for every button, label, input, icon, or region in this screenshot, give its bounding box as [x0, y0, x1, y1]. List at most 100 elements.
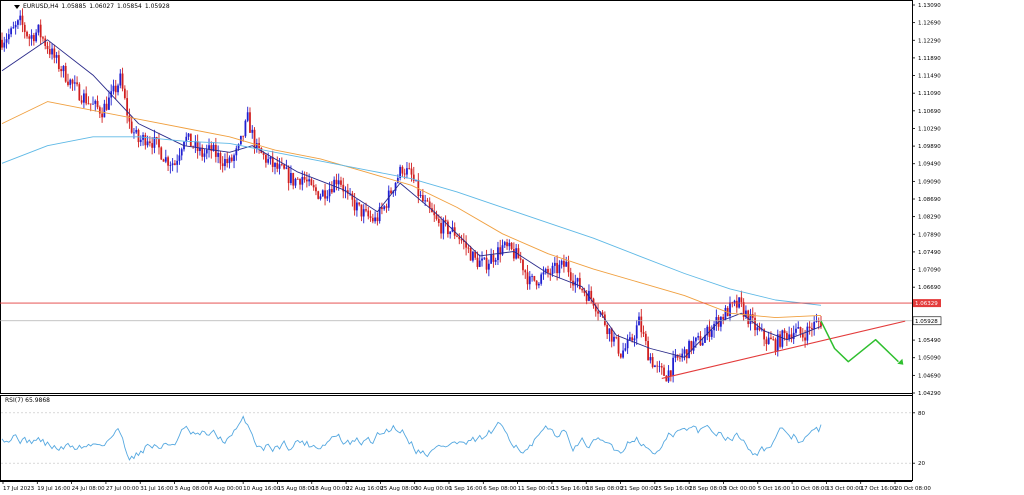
candle-body: [3, 42, 6, 48]
candle: [697, 332, 700, 341]
candle-body: [763, 329, 766, 340]
candle: [205, 144, 208, 160]
candle: [55, 51, 58, 64]
candle-body: [476, 257, 479, 267]
candle: [606, 323, 609, 339]
collapse-triangle-icon[interactable]: [14, 4, 20, 9]
candle: [255, 138, 258, 153]
rsi-tick-label: 20: [918, 461, 925, 467]
candle-body: [221, 163, 224, 167]
candle: [469, 245, 472, 261]
x-tick-label: 10 Oct 08:00: [792, 486, 828, 492]
candle: [724, 305, 727, 321]
candle: [287, 165, 290, 191]
candle-body: [194, 141, 197, 147]
candle: [112, 79, 115, 95]
candle: [180, 147, 183, 161]
candle-body: [776, 334, 779, 352]
candle: [26, 30, 28, 39]
candle-body: [608, 328, 611, 335]
candle-body: [23, 24, 26, 32]
candle-body: [396, 178, 399, 183]
candle: [356, 198, 358, 217]
candle-body: [201, 147, 204, 157]
candle: [312, 179, 315, 191]
candle: [303, 171, 306, 183]
candle: [53, 44, 56, 64]
candle: [196, 134, 199, 159]
x-tick-label: 13 Sep 16:00: [552, 486, 589, 492]
candle: [114, 79, 117, 100]
candle: [121, 67, 124, 92]
candle: [519, 251, 522, 264]
candle: [294, 177, 297, 189]
candle-body: [467, 247, 470, 249]
candle: [740, 290, 743, 308]
candle: [428, 197, 431, 214]
candle-body: [606, 324, 609, 335]
candle: [801, 328, 804, 342]
candle-body: [73, 82, 76, 84]
candle: [462, 233, 465, 250]
x-tick-label: 21 Sep 00:00: [621, 486, 658, 492]
y-tick-label: 1.09890: [918, 144, 941, 150]
candle: [485, 249, 488, 274]
candle: [560, 259, 563, 269]
candle-body: [294, 178, 297, 186]
candle-body: [820, 321, 822, 327]
candle: [713, 320, 715, 338]
candle: [672, 350, 675, 383]
candle-body: [760, 329, 763, 331]
candle-body: [133, 132, 135, 134]
candle-body: [299, 179, 301, 185]
support-trendline: [661, 320, 906, 379]
candle: [285, 159, 288, 170]
candle: [80, 95, 83, 105]
candle-body: [478, 260, 481, 267]
candle: [431, 202, 433, 213]
candle-body: [767, 337, 770, 345]
candle-body: [249, 112, 251, 133]
candle: [658, 360, 661, 373]
candle-body: [667, 370, 670, 382]
candle: [103, 99, 106, 118]
y-tick-label: 1.12690: [918, 21, 941, 27]
y-tick-label: 1.08290: [918, 215, 941, 221]
candle-body: [706, 326, 709, 336]
candle-body: [80, 100, 83, 103]
candle-body: [174, 163, 176, 165]
candle: [162, 158, 165, 162]
candle-body: [799, 327, 802, 334]
candle-body: [433, 212, 436, 216]
candle-body: [749, 314, 752, 325]
current-price-label: 1.05928: [915, 319, 938, 325]
open-value: 1.05885: [61, 3, 87, 10]
candle: [119, 69, 122, 89]
candle-body: [62, 65, 65, 72]
candle-body: [26, 31, 28, 37]
candle-body: [346, 190, 349, 194]
candle-body: [528, 276, 531, 285]
candle: [642, 325, 645, 337]
candle: [699, 331, 702, 347]
candle-body: [797, 327, 800, 329]
candle: [476, 251, 479, 270]
candle-body: [44, 38, 47, 46]
candle-body: [367, 210, 370, 217]
candle: [290, 165, 292, 186]
candle-body: [167, 157, 169, 166]
candle-body: [214, 144, 217, 157]
candle: [358, 202, 361, 207]
candle: [344, 186, 347, 199]
x-tick-label: 11 Sep 00:00: [518, 486, 555, 492]
candle-body: [28, 36, 31, 39]
candle: [167, 155, 169, 171]
candle-body: [401, 166, 404, 174]
x-tick-label: 3 Aug 08:00: [175, 486, 209, 492]
candle-body: [437, 218, 440, 224]
candle-body: [114, 85, 117, 93]
candle-body: [399, 166, 402, 179]
candle: [62, 65, 65, 78]
candle: [328, 181, 331, 203]
candle-body: [563, 260, 565, 267]
